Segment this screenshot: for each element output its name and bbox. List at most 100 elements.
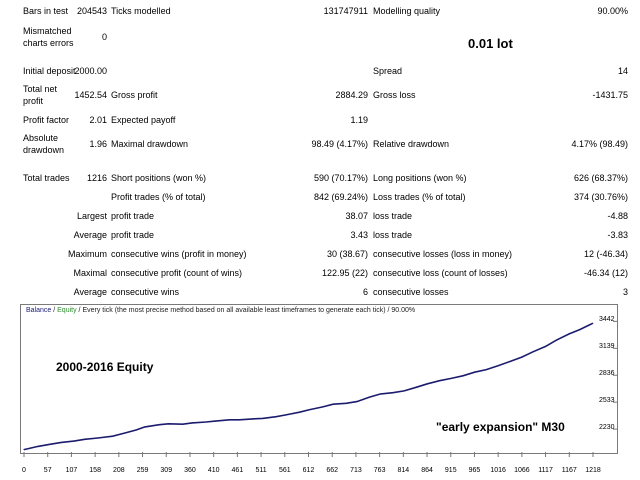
equity-point	[579, 328, 581, 331]
equity-point	[73, 440, 75, 442]
largest-label: Largest	[76, 211, 107, 221]
equity-point	[403, 390, 405, 392]
equity-point	[379, 393, 381, 395]
profit-factor-value: 2.01	[89, 115, 107, 125]
equity-point	[392, 392, 394, 394]
expected-payoff-value: 1.19	[350, 115, 368, 125]
expected-payoff-label: Expected payoff	[111, 115, 176, 125]
relative-drawdown-value: 4.17% (98.49)	[571, 139, 628, 149]
lot-size: 0.01 lot	[468, 36, 513, 51]
absolute-drawdown-value: 1.96	[89, 139, 107, 149]
equity-point	[568, 333, 570, 335]
relative-drawdown-label: Relative drawdown	[373, 139, 450, 149]
equity-point	[450, 377, 452, 380]
equity-point	[368, 396, 371, 398]
equity-point	[322, 406, 324, 408]
x-tick-label: 1218	[585, 467, 601, 474]
equity-point	[592, 322, 594, 324]
quality-label: Modelling quality	[373, 6, 441, 16]
equity-point	[182, 423, 184, 425]
maximal-profit-label: consecutive profit (count of wins)	[111, 268, 243, 278]
equity-point	[555, 339, 557, 341]
deposit-value: 2000.00	[74, 66, 107, 76]
equity-period-label: 2000-2016 Equity	[56, 360, 154, 374]
equity-point	[356, 400, 358, 403]
y-tick-label: 2836	[599, 370, 615, 378]
gross-profit-label: Gross profit	[111, 90, 158, 100]
equity-point	[473, 371, 476, 373]
absolute-drawdown-label-2: drawdown	[23, 145, 65, 155]
x-tick-label: 309	[160, 467, 173, 474]
x-tick-label: 662	[326, 467, 339, 474]
largest-loss-label: loss trade	[373, 211, 413, 221]
x-tick-label: 57	[43, 467, 52, 474]
deposit-label: Initial deposit	[23, 66, 76, 76]
chart-header: Balance / Equity / Every tick (the most …	[26, 307, 415, 314]
equity-point	[84, 438, 86, 440]
bars-value: 204543	[76, 6, 107, 16]
equity-point	[262, 417, 264, 420]
maximal-loss-value: -46.34 (12)	[583, 268, 628, 278]
short-positions-label: Short positions (won %)	[111, 173, 207, 183]
equity-point	[50, 443, 52, 445]
maximal-loss-label: consecutive loss (count of losses)	[373, 268, 508, 278]
largest-profit-value: 38.07	[345, 211, 368, 221]
largest-profit-label: profit trade	[111, 211, 155, 221]
avg-loss-value: -3.83	[607, 230, 628, 240]
gross-profit-value: 2884.29	[335, 90, 368, 100]
x-tick-label: 158	[89, 467, 101, 474]
profit-trades-value: 842 (69.24%)	[313, 192, 368, 202]
chart-header-separator: /	[51, 307, 58, 314]
ticks-label: Ticks modelled	[111, 6, 171, 16]
equity-series-line	[23, 322, 594, 451]
average2-label: Average	[73, 287, 107, 297]
report-table: Bars in test 204543 Ticks modelled 13174…	[23, 6, 628, 297]
equity-point	[120, 433, 122, 435]
equity-point	[214, 420, 217, 422]
net-label-1: Total net	[23, 84, 58, 94]
largest-loss-value: -4.88	[607, 211, 628, 221]
long-positions-label: Long positions (won %)	[373, 173, 467, 183]
equity-point	[228, 419, 231, 421]
mismatch-label-1: Mismatched	[23, 26, 72, 36]
equity-point	[415, 386, 417, 388]
x-tick-label: 713	[350, 467, 362, 474]
equity-point	[509, 360, 511, 363]
loss-trades-label: Loss trades (% of total)	[373, 192, 466, 202]
maximal-profit-value: 122.95 (22)	[321, 268, 368, 278]
x-tick-label: 107	[65, 467, 78, 474]
avg-wins-value: 6	[362, 287, 368, 297]
maximal-label: Maximal	[73, 268, 107, 278]
equity-point	[497, 364, 500, 367]
x-tick-label: 208	[112, 467, 125, 474]
short-positions-value: 590 (70.17%)	[313, 173, 368, 183]
avg-profit-label: profit trade	[111, 230, 155, 240]
y-tick-label: 3139	[599, 343, 615, 351]
maximum-label: Maximum	[67, 249, 107, 259]
equity-point	[60, 441, 62, 444]
spread-value: 14	[617, 66, 628, 76]
equity-point	[521, 356, 523, 358]
equity-point	[332, 403, 334, 405]
x-tick-label: 1117	[538, 467, 553, 474]
equity-point	[158, 424, 161, 426]
equity-point	[135, 429, 137, 431]
net-label-2: profit	[23, 96, 44, 106]
y-tick-label: 2230	[599, 424, 615, 432]
ticks-value: 131747911	[323, 6, 368, 16]
equity-point	[298, 411, 301, 413]
x-tick-label: 1066	[514, 467, 530, 474]
equity-point	[205, 421, 207, 423]
equity-point	[438, 380, 441, 382]
equity-point	[532, 351, 534, 353]
x-tick-label: 511	[255, 467, 267, 474]
chart-header-equity: Equity	[57, 307, 77, 314]
equity-point	[426, 383, 429, 385]
average-label: Average	[73, 230, 107, 240]
avg-losses-value: 3	[622, 287, 628, 297]
equity-point	[238, 419, 240, 421]
equity-point	[191, 422, 193, 424]
x-tick-label: 763	[373, 467, 386, 474]
x-tick-label: 259	[136, 467, 149, 474]
equity-point	[144, 426, 146, 428]
